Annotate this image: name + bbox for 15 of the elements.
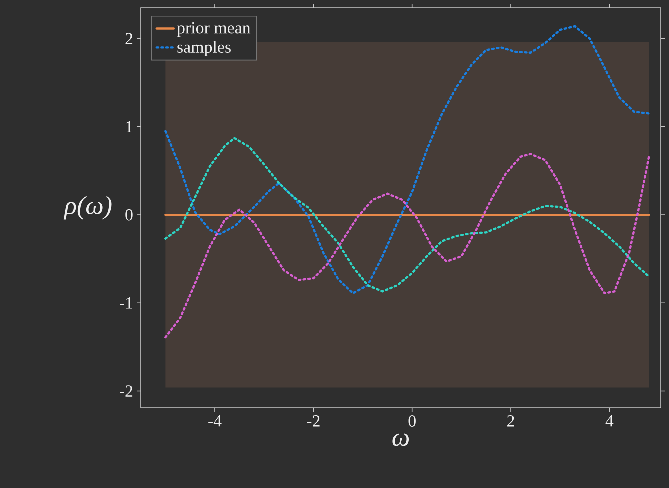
x-tick-label: 0 — [408, 416, 416, 427]
x-tick-label: -4 — [208, 416, 222, 427]
legend-label: samples — [178, 41, 231, 56]
x-tick-label: 4 — [606, 416, 614, 427]
x-tick-label: 2 — [508, 416, 514, 427]
line-series — [164, 137, 650, 293]
y-tick-label: -1 — [120, 298, 132, 309]
y-tick-label: 1 — [126, 121, 132, 133]
y-axis-title: ρ(ω) — [64, 196, 112, 220]
x-tick-label: -2 — [307, 416, 320, 427]
y-tick-label: -2 — [120, 386, 133, 397]
legend-label: prior mean — [177, 22, 251, 38]
y-tick-label: 2 — [126, 33, 133, 44]
y-tick-label: 0 — [126, 209, 133, 221]
x-axis-title: ω — [392, 434, 410, 446]
